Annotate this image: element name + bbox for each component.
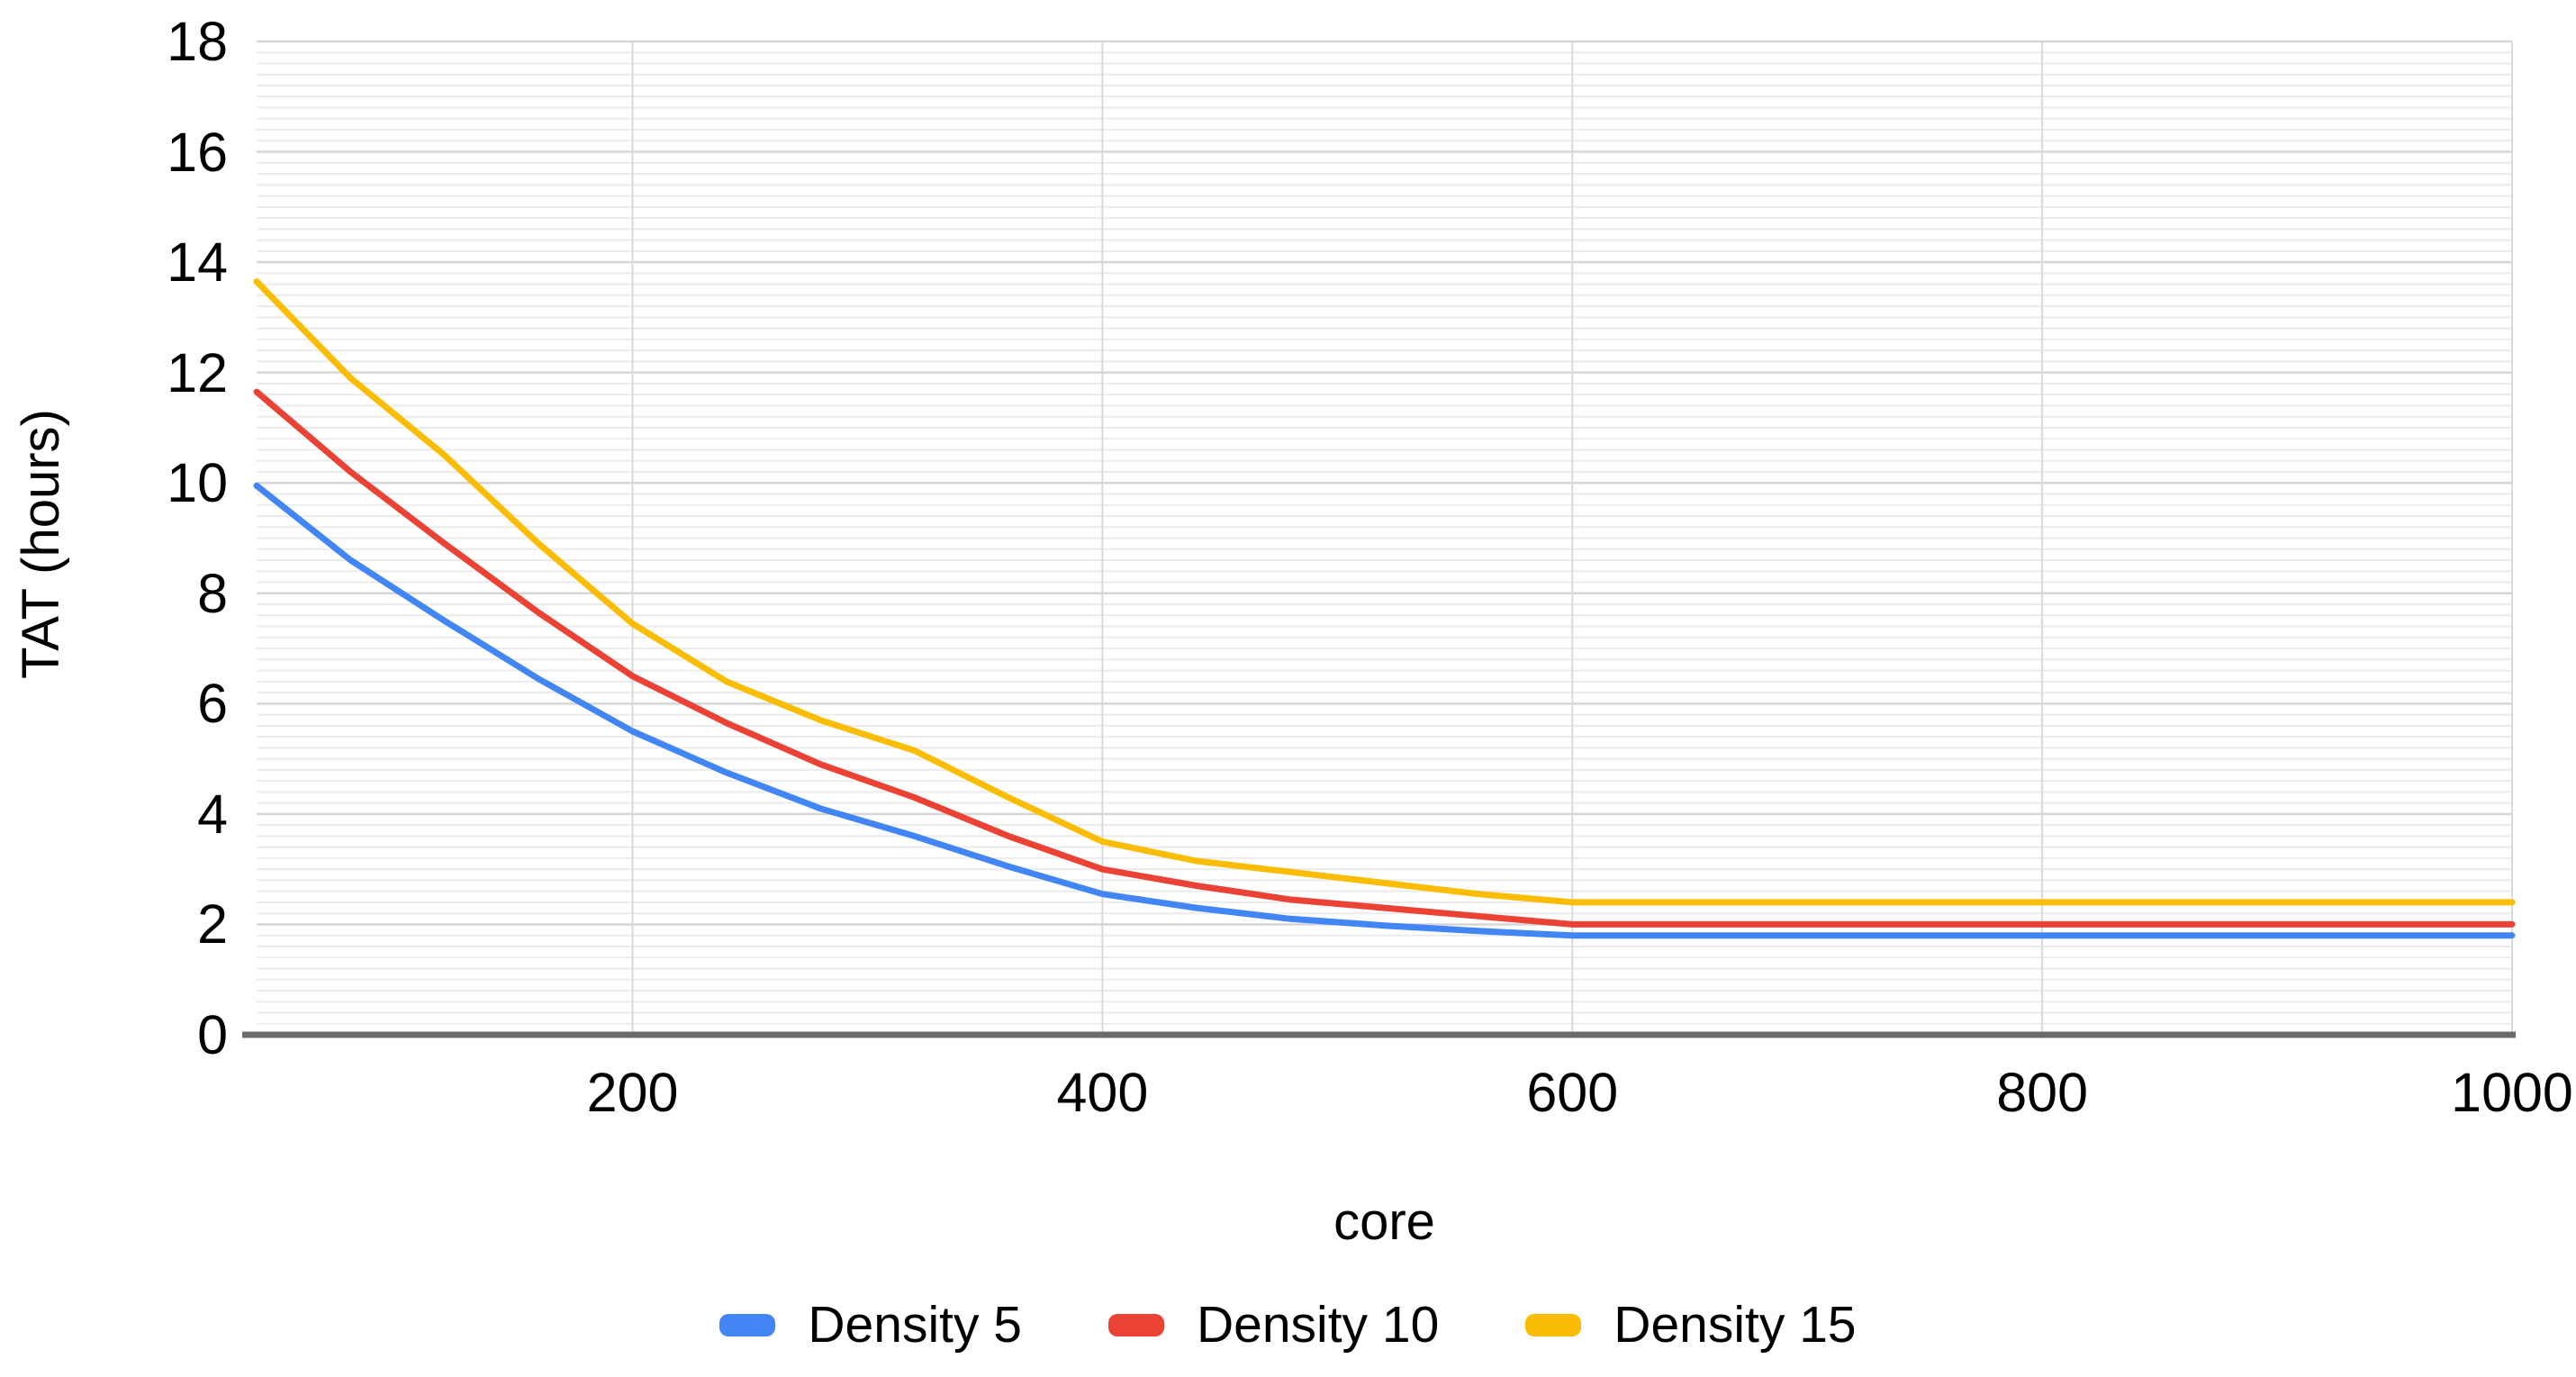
series-line-density-10 xyxy=(253,388,2516,928)
x-tick-label: 1000 xyxy=(2451,1062,2573,1123)
series-line-density-5 xyxy=(253,482,2516,939)
y-tick-label: 6 xyxy=(197,673,228,735)
y-tick-label: 12 xyxy=(167,341,228,403)
legend-swatch-icon xyxy=(1107,1313,1164,1336)
legend: Density 5 Density 10 Density 15 xyxy=(0,1295,2576,1354)
x-tick-label: 600 xyxy=(1526,1062,1619,1123)
y-tick-label: 10 xyxy=(167,452,228,514)
legend-label: Density 10 xyxy=(1196,1296,1440,1354)
legend-label: Density 5 xyxy=(808,1296,1022,1354)
y-tick-label: 2 xyxy=(197,893,228,956)
y-tick-label: 4 xyxy=(197,783,228,845)
y-tick-label: 18 xyxy=(167,11,228,72)
legend-item-density-10: Density 10 xyxy=(1107,1295,1440,1354)
legend-item-density-5: Density 5 xyxy=(719,1295,1022,1354)
legend-swatch-icon xyxy=(719,1313,776,1336)
x-tick-label: 800 xyxy=(1996,1062,2089,1123)
legend-label: Density 15 xyxy=(1613,1296,1857,1354)
legend-item-density-15: Density 15 xyxy=(1525,1295,1857,1354)
y-tick-label: 8 xyxy=(197,562,228,624)
x-tick-label: 200 xyxy=(586,1062,679,1123)
plot-area xyxy=(242,40,2516,1038)
y-tick-label: 0 xyxy=(197,1004,228,1065)
x-tick-label: 400 xyxy=(1056,1062,1149,1123)
legend-swatch-icon xyxy=(1525,1313,1582,1336)
y-tick-label: 16 xyxy=(167,121,228,183)
y-tick-label: 14 xyxy=(167,231,228,294)
series-line-density-15 xyxy=(253,278,2516,906)
x-axis-title: core xyxy=(1333,1192,1435,1251)
chart-canvas xyxy=(242,40,2516,1038)
